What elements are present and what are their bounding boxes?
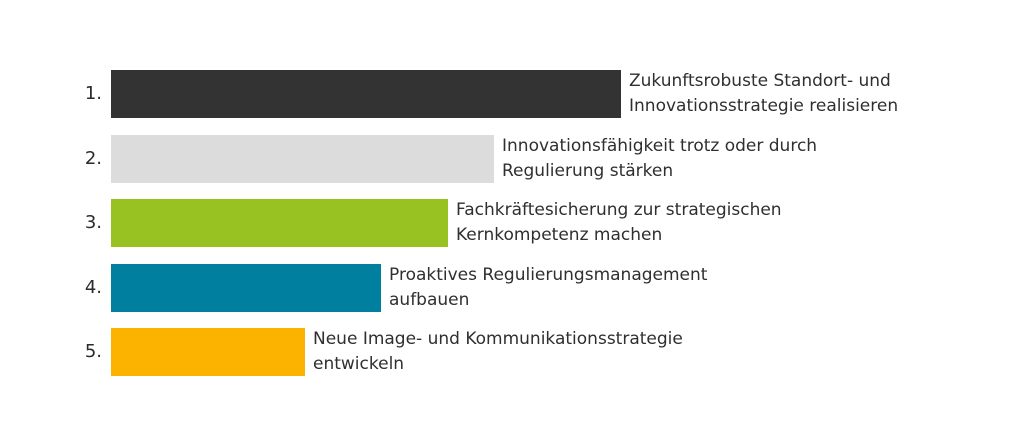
- bar-row: 5. Neue Image- und Kommunikationsstrategi…: [0, 328, 1024, 376]
- bar-row: 2. Innovationsfähigkeit trotz oder durch R…: [0, 134, 1024, 184]
- bar-label-line: Neue Image- und Kommunikationsstrategie: [313, 329, 683, 349]
- bar-row: 4. Proaktives Regulierungsmanagement aufba…: [0, 263, 1024, 313]
- bar-label-line: Innovationsfähigkeit trotz oder durch: [502, 135, 818, 156]
- bar-label: Proaktives Regulierungsmanagement aufbaue…: [389, 263, 707, 313]
- bar-label-line: Kernkompetenz machen: [456, 225, 663, 245]
- rank-label: 4.: [84, 276, 102, 298]
- bar-label: Fachkräftesicherung zur strategischen Ker…: [456, 198, 782, 248]
- bar-label-line: Proaktives Regulierungsmanagement: [389, 264, 708, 285]
- bar-label-line: Regulierung stärken: [502, 160, 674, 181]
- bar: [111, 328, 305, 376]
- bar-label-line: Fachkräftesicherung zur strategischen: [456, 200, 782, 220]
- bar-label-line: Innovationsstrategie realisieren: [629, 96, 899, 116]
- bar: [111, 263, 381, 312]
- bar-label-line: aufbauen: [389, 289, 470, 310]
- bar-label: Neue Image- und Kommunikationsstrategie e…: [313, 327, 683, 377]
- bar-row: 1. Zukunftsrobuste Standort- und Innovatio…: [0, 70, 1024, 118]
- bar-label-line: entwickeln: [313, 354, 405, 374]
- bar-label-line: Zukunftsrobuste Standort- und: [629, 71, 891, 91]
- bar: [111, 134, 494, 183]
- bar: [111, 70, 621, 118]
- bar: [111, 199, 448, 247]
- rank-label: 5.: [84, 341, 102, 362]
- rank-label: 2.: [84, 147, 102, 169]
- bar-row: 3. Fachkräftesicherung zur strategischen K…: [0, 199, 1024, 247]
- bar-label: Zukunftsrobuste Standort- und Innovations…: [629, 69, 898, 119]
- rank-label: 1.: [84, 83, 102, 104]
- rank-label: 3.: [84, 212, 102, 233]
- bar-label: Innovationsfähigkeit trotz oder durch Reg…: [502, 134, 817, 184]
